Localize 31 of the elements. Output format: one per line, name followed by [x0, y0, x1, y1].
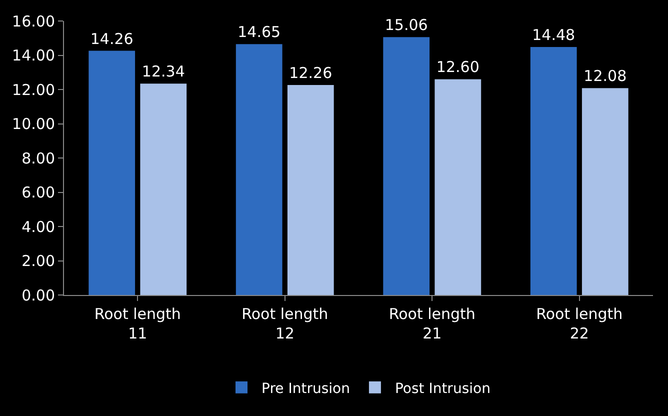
y-tick-label: 14.00	[12, 46, 55, 64]
y-tick-label: 8.00	[22, 149, 55, 168]
y-tick-label: 10.00	[12, 115, 55, 133]
y-tick-label: 4.00	[22, 218, 55, 236]
bar	[236, 44, 282, 295]
y-tick-label: 2.00	[22, 252, 55, 270]
data-label: 12.26	[289, 64, 332, 82]
bar	[88, 50, 136, 295]
y-tick-label: 6.00	[22, 184, 55, 202]
x-tick-label: Root length 21	[388, 305, 476, 342]
x-tick-label: Root length 12	[242, 305, 328, 342]
y-tick-label: 0.00	[22, 286, 55, 304]
legend-label: Pre Intrusion	[262, 380, 350, 397]
data-label: 15.06	[384, 16, 428, 34]
x-tick-label: Root length 22	[536, 305, 623, 342]
data-label: 12.34	[142, 62, 185, 81]
data-label: 14.26	[90, 30, 134, 48]
y-tick-label: 16.00	[12, 12, 55, 30]
bar	[140, 84, 187, 295]
data-label: 14.48	[532, 26, 576, 44]
bar	[383, 37, 430, 295]
data-label: 12.60	[436, 58, 480, 76]
bar	[287, 85, 334, 295]
y-tick-label: 12.00	[12, 80, 55, 99]
data-label: 14.65	[238, 23, 281, 42]
bar	[530, 47, 577, 295]
bar	[434, 79, 482, 295]
bar	[582, 88, 628, 295]
x-tick-label: Root length 11	[94, 305, 181, 342]
data-label: 12.08	[584, 67, 627, 86]
legend-label: Post Intrusion	[394, 380, 490, 397]
